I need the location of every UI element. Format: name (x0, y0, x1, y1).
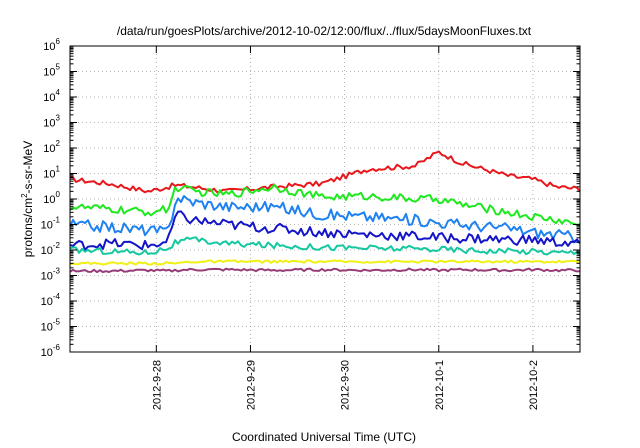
y-tick-label: 101 (43, 165, 60, 181)
y-tick-label: 106 (43, 37, 60, 53)
series-line-6 (69, 259, 581, 266)
y-tick-label: 10-4 (41, 292, 61, 308)
y-tick-label: 102 (43, 139, 60, 155)
y-tick-label: 10-3 (41, 267, 61, 283)
series-line-3 (69, 195, 581, 244)
series-lines (69, 150, 581, 274)
plot-frame (69, 45, 581, 353)
series-line-7 (69, 267, 581, 274)
series-line-2 (69, 183, 581, 226)
y-tick-label: 10-1 (41, 216, 61, 232)
y-tick-label: 10-5 (41, 318, 61, 334)
series-line-1 (69, 150, 581, 194)
x-tick-labels: 2012-9-28 2012-9-29 2012-9-30 2012-10-1 2012… (151, 360, 540, 410)
series-line-5 (69, 236, 581, 256)
x-tick-label: 2012-9-29 (245, 360, 257, 410)
series-line-4 (69, 210, 581, 251)
x-tick-label: 2012-10-2 (528, 360, 540, 410)
y-tick-label: 104 (43, 88, 60, 104)
x-tick-label: 2012-9-30 (340, 360, 352, 410)
y-tick-labels: 106 105 104 103 102 101 100 10-1 10-2 10-3 10-4 10-… (41, 37, 61, 359)
y-tick-label: 100 (43, 190, 60, 206)
grid-lines (70, 46, 580, 352)
y-tick-label: 10-6 (41, 343, 61, 359)
x-axis-label: Coordinated Universal Time (UTC) (232, 430, 416, 444)
y-tick-label: 10-2 (41, 241, 61, 257)
x-tick-label: 2012-9-28 (151, 360, 163, 410)
y-tick-label: 105 (43, 63, 60, 79)
x-tick-label: 2012-10-1 (434, 360, 446, 410)
y-axis-label: protons/cm2-s-sr-MeV (20, 141, 35, 257)
y-tick-label: 103 (43, 114, 60, 130)
chart-title: /data/run/goesPlots/archive/2012-10-02/1… (117, 24, 532, 38)
